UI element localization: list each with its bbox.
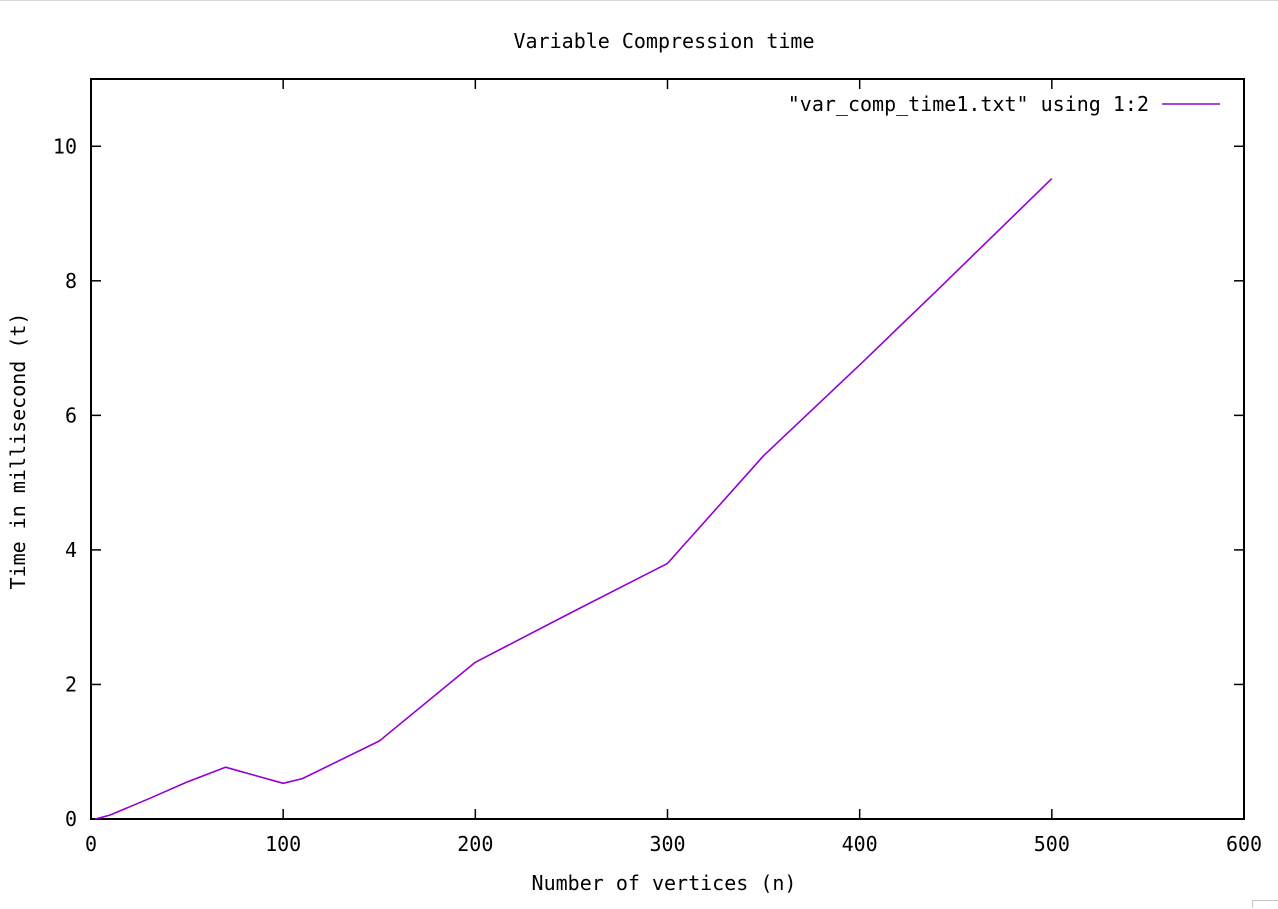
x-tick-label: 0 bbox=[85, 832, 97, 856]
plot-frame bbox=[90, 78, 1245, 820]
y-tick-label: 10 bbox=[53, 134, 77, 158]
x-tick-label: 400 bbox=[842, 832, 878, 856]
legend: "var_comp_time1.txt" using 1:2 bbox=[788, 92, 1220, 116]
y-tick-label: 4 bbox=[65, 538, 77, 562]
y-tick-label: 6 bbox=[65, 403, 77, 427]
x-tick-label: 100 bbox=[265, 832, 301, 856]
x-tick-label: 600 bbox=[1226, 832, 1262, 856]
legend-label: "var_comp_time1.txt" using 1:2 bbox=[788, 92, 1149, 116]
y-tick-label: 0 bbox=[65, 807, 77, 831]
x-tick-label: 200 bbox=[457, 832, 493, 856]
x-tick-label: 300 bbox=[649, 832, 685, 856]
y-tick-label: 2 bbox=[65, 672, 77, 696]
x-axis-label: Number of vertices (n) bbox=[532, 871, 797, 895]
y-axis: 0 2 4 6 8 10 bbox=[53, 134, 1244, 831]
series-layer bbox=[94, 178, 1053, 820]
y-axis-label: Time in millisecond (t) bbox=[6, 313, 30, 590]
series-line bbox=[94, 178, 1053, 820]
x-axis: 0 100 200 300 400 500 600 bbox=[85, 79, 1262, 856]
x-tick-label: 500 bbox=[1034, 832, 1070, 856]
chart-title: Variable Compression time bbox=[513, 29, 814, 53]
resize-grip[interactable] bbox=[1252, 900, 1278, 908]
y-tick-label: 8 bbox=[65, 269, 77, 293]
